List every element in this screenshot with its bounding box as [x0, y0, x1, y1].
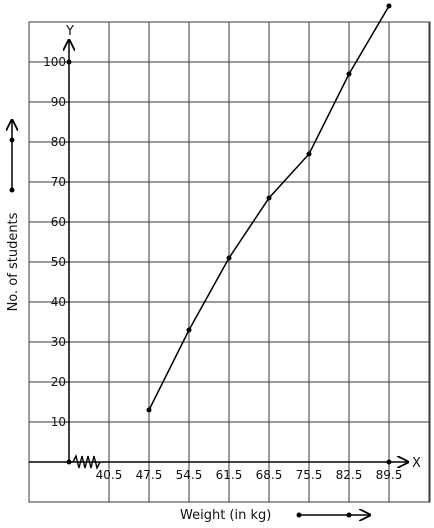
y-100-point	[66, 59, 72, 65]
x-tick-label: 47.5	[136, 468, 163, 482]
axes: X Y	[29, 24, 421, 471]
y-tick-label: 40	[51, 295, 66, 309]
x-tick-label: 54.5	[176, 468, 203, 482]
x-tick-label: 89.5	[376, 468, 403, 482]
y-direction-arrow	[10, 120, 15, 193]
y-axis-letter: Y	[65, 24, 74, 39]
x-tick-label: 82.5	[336, 468, 363, 482]
y-tick-labels: 10 20 30 40 50 60 70 80 90 100	[43, 55, 69, 429]
data-point	[186, 327, 192, 333]
origin-point	[66, 459, 72, 465]
y-tick-label: 20	[51, 375, 66, 389]
y-tick-label: 100	[43, 55, 66, 69]
x-tick-label: 40.5	[96, 468, 123, 482]
series-points	[146, 3, 392, 413]
x-axis-title: Weight (in kg)	[180, 508, 271, 523]
y-tick-label: 90	[51, 95, 66, 109]
y-axis-title: No. of students	[6, 212, 21, 311]
data-point	[306, 151, 312, 157]
x-direction-arrow	[296, 513, 371, 518]
y-tick-label: 10	[51, 415, 66, 429]
y-tick-label: 80	[51, 135, 66, 149]
x-tick-label: 68.5	[256, 468, 283, 482]
x-end-point	[386, 459, 392, 465]
axis-break-zigzag	[72, 453, 101, 471]
x-tick-labels: 40.5 47.5 54.5 61.5 68.5 75.5 82.5 89.5	[96, 468, 403, 482]
x-axis-letter: X	[412, 456, 421, 471]
data-point	[346, 71, 352, 77]
data-point	[386, 3, 392, 9]
grid	[29, 22, 430, 502]
y-tick-label: 70	[51, 175, 66, 189]
data-point	[146, 407, 152, 413]
y-tick-label: 50	[51, 255, 66, 269]
y-tick-label: 30	[51, 335, 66, 349]
x-tick-label: 61.5	[216, 468, 243, 482]
y-tick-label: 60	[51, 215, 66, 229]
data-point	[226, 255, 232, 261]
data-point	[266, 195, 272, 201]
x-tick-label: 75.5	[296, 468, 323, 482]
